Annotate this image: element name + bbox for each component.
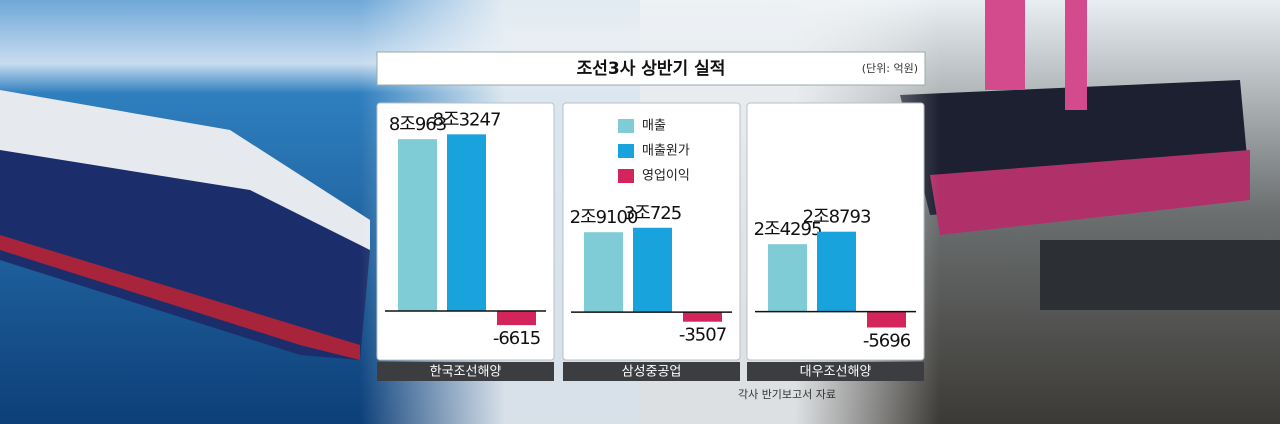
bar (633, 227, 672, 313)
panel-label: 대우조선해양 (800, 365, 872, 380)
value-label: 8조3247 (433, 109, 501, 130)
legend-swatch (618, 144, 634, 158)
value-label: -5696 (863, 330, 911, 351)
legend-label: 매출원가 (642, 144, 690, 159)
bar (398, 139, 437, 312)
bar (768, 244, 807, 312)
title: 조선3사 상반기 실적 (577, 59, 726, 79)
panel-label-bg (377, 362, 554, 381)
bar (447, 134, 486, 312)
panel-label-bg (747, 362, 924, 381)
value-label: 2조8793 (803, 207, 871, 228)
bar (584, 232, 623, 313)
unit: (단위: 억원) (862, 62, 918, 75)
legend-label: 영업이익 (642, 169, 690, 184)
bar (683, 312, 722, 322)
source: 각사 반기보고서 자료 (738, 388, 836, 401)
value-label: 2조4295 (754, 219, 822, 240)
value-label: -6615 (493, 328, 540, 349)
legend-swatch (618, 169, 634, 183)
value-label: 3조725 (624, 203, 681, 224)
panel-label: 한국조선해양 (430, 365, 502, 380)
bar (497, 311, 536, 326)
value-label: 2조9100 (570, 207, 638, 228)
legend-label: 매출 (642, 119, 666, 134)
panel-label: 삼성중공업 (622, 365, 682, 380)
value-label: 8조963 (389, 114, 447, 135)
header-box (376, 51, 926, 86)
legend-swatch (618, 119, 634, 133)
bar (867, 311, 906, 328)
value-label: -3507 (679, 325, 726, 346)
panel-label-bg (563, 362, 740, 381)
bar (817, 231, 856, 312)
